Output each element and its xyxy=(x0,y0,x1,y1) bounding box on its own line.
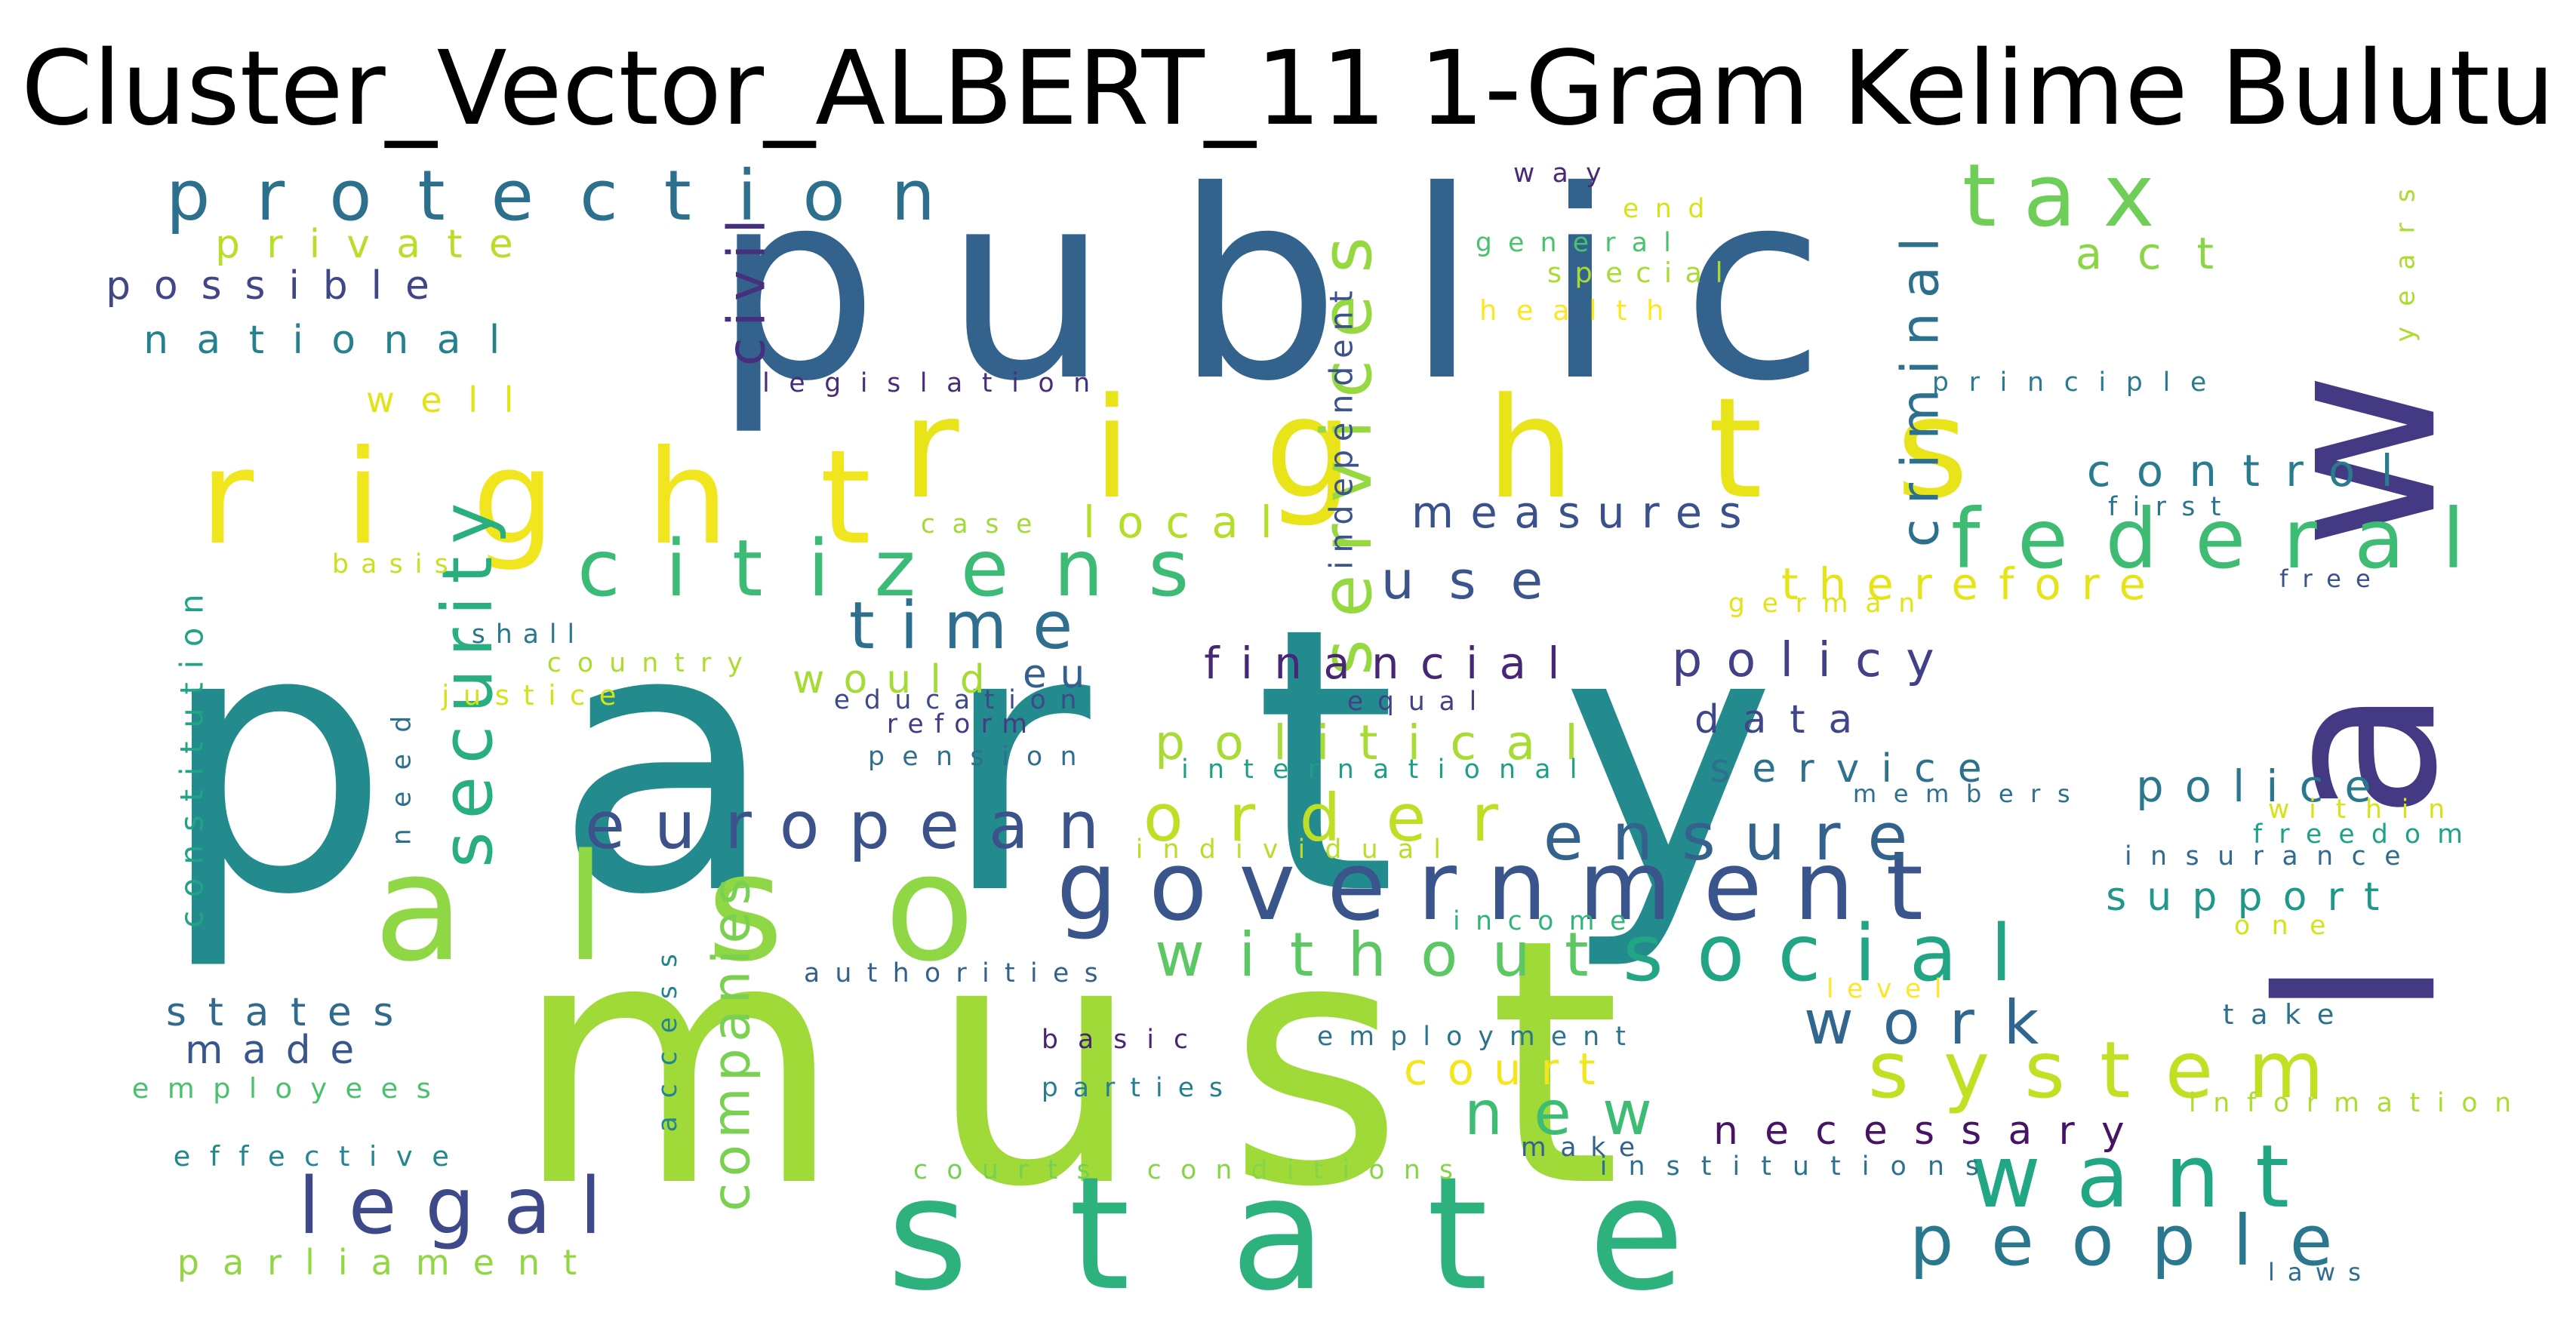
word-local: local xyxy=(1083,497,1294,549)
word-parliament: parliament xyxy=(177,1242,601,1283)
word-need: need xyxy=(386,694,417,845)
word-institutions: institutions xyxy=(1599,1151,2001,1182)
word-support: support xyxy=(2106,875,2400,921)
word-order: order xyxy=(1143,780,1544,856)
word-policy: policy xyxy=(1672,632,1959,688)
word-legal: legal xyxy=(298,1161,630,1253)
word-employment: employment xyxy=(1317,1021,1642,1052)
word-national: national xyxy=(143,318,528,364)
word-possible: possible xyxy=(106,263,453,309)
word-insurance: insurance xyxy=(2125,841,2420,872)
word-international: international xyxy=(1181,754,1596,785)
word-one: one xyxy=(2234,910,2347,941)
word-private: private xyxy=(215,222,540,268)
word-conditions: conditions xyxy=(1146,1154,1473,1185)
word-income: income xyxy=(1453,905,1642,936)
word-principle: principle xyxy=(1932,367,2227,398)
word-way: way xyxy=(1513,158,1619,189)
word-within: within xyxy=(2268,794,2465,825)
word-states: states xyxy=(166,990,416,1036)
page-title: Cluster_Vector_ALBERT_11 1-Gram Kelime B… xyxy=(20,29,2556,149)
word-federal: federal xyxy=(1951,491,2503,588)
word-authorities: authorities xyxy=(804,958,1113,988)
word-eu: eu xyxy=(1023,652,1098,698)
word-first: first xyxy=(2108,491,2236,522)
word-want: want xyxy=(1969,1126,2325,1228)
word-free: free xyxy=(2279,564,2385,593)
word-parties: parties xyxy=(1041,1072,1239,1103)
word-control: control xyxy=(2086,446,2420,497)
word-made: made xyxy=(185,1028,374,1074)
word-european: european xyxy=(585,788,1129,864)
word-right: right xyxy=(200,421,962,573)
word-act: act xyxy=(2075,229,2249,280)
word-civil: civil xyxy=(716,208,777,366)
word-people: people xyxy=(1910,1200,2371,1281)
word-independent: independent xyxy=(1323,282,1360,570)
word-government: government xyxy=(1056,830,1956,942)
word-take: take xyxy=(2223,998,2352,1031)
word-years: years xyxy=(2390,168,2421,343)
word-public: public xyxy=(713,135,1891,438)
word-political: political xyxy=(1155,715,1608,771)
word-use: use xyxy=(1380,550,1578,611)
word-general: general xyxy=(1475,227,1688,258)
word-constitution: constitution xyxy=(174,580,211,929)
word-rights: rights xyxy=(901,368,2103,530)
word-time: time xyxy=(848,588,1099,664)
word-individual: individual xyxy=(1135,834,1461,865)
word-courts: courts xyxy=(913,1154,1110,1185)
word-shall: shall xyxy=(471,619,586,650)
word-basic: basic xyxy=(1042,1024,1208,1055)
word-effective: effective xyxy=(173,1139,469,1173)
word-protection: protection xyxy=(166,155,981,236)
word-necessary: necessary xyxy=(1713,1108,2151,1154)
word-court: court xyxy=(1404,1044,1615,1096)
word-financial: financial xyxy=(1204,638,1581,690)
word-members: members xyxy=(1852,779,2088,808)
word-freedom: freedom xyxy=(2253,819,2480,850)
word-citizens: citizens xyxy=(577,524,1235,615)
word-end: end xyxy=(1623,193,1722,224)
word-basis: basis xyxy=(332,549,461,579)
word-system: system xyxy=(1867,1025,2359,1117)
word-social: social xyxy=(1622,908,2046,1000)
word-work: work xyxy=(1804,986,2069,1058)
word-special: special xyxy=(1547,256,1737,289)
word-justice: justice xyxy=(442,678,630,712)
word-make: make xyxy=(1521,1132,1649,1163)
word-ensure: ensure xyxy=(1543,799,1937,875)
word-well: well xyxy=(366,380,540,420)
word-therefore: therefore xyxy=(1781,559,2167,610)
word-party: party xyxy=(158,549,1940,974)
word-without: without xyxy=(1155,918,1623,990)
word-state: state xyxy=(887,1142,1785,1325)
word-pension: pension xyxy=(868,741,1095,772)
word-equal: equal xyxy=(1346,686,1491,717)
word-data: data xyxy=(1694,697,1876,743)
word-measures: measures xyxy=(1411,487,1759,539)
word-information: information xyxy=(2189,1087,2528,1118)
word-police: police xyxy=(2136,761,2393,813)
word-would: would xyxy=(792,657,1004,703)
word-education: education xyxy=(833,684,1091,715)
word-level: level xyxy=(1827,973,1956,1004)
word-service: service xyxy=(1710,746,2004,792)
word-country: country xyxy=(546,647,759,678)
word-also: also xyxy=(374,823,1076,995)
word-case: case xyxy=(920,509,1050,540)
word-laws: laws xyxy=(2267,1257,2374,1286)
word-new: new xyxy=(1464,1077,1683,1148)
word-tax: tax xyxy=(1962,145,2182,247)
word-employees: employees xyxy=(131,1071,450,1105)
word-legislation: legislation xyxy=(762,367,1109,398)
word-health: health xyxy=(1479,294,1684,327)
word-access: access xyxy=(652,935,683,1133)
word-german: german xyxy=(1728,588,1933,619)
word-companies: companies xyxy=(701,871,762,1212)
word-reform: reform xyxy=(886,709,1039,739)
word-must: must xyxy=(513,866,1706,1261)
